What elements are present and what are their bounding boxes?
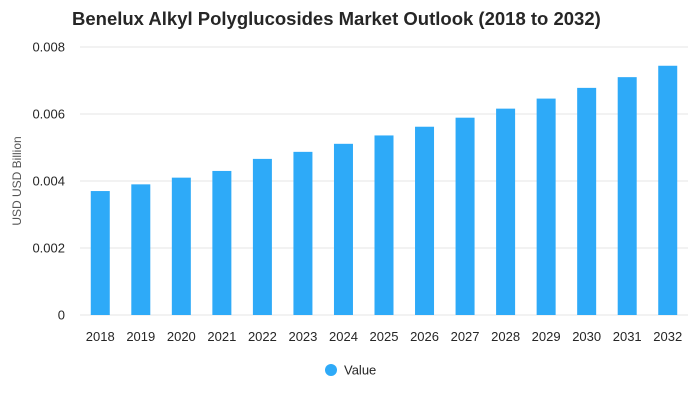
y-tick-label: 0.004: [32, 174, 65, 189]
bar-2022[interactable]: [252, 158, 272, 315]
bar-2018[interactable]: [90, 191, 110, 315]
x-tick-label: 2029: [532, 329, 561, 344]
legend-label-value[interactable]: Value: [344, 363, 376, 378]
bar-2021[interactable]: [212, 170, 232, 315]
x-tick-label: 2030: [572, 329, 601, 344]
bar-2028[interactable]: [496, 108, 516, 315]
y-tick-label: 0.008: [32, 40, 65, 55]
x-axis-ticks: 2018 2019 2020 2021 2022 2023 2024 2025 2026 2027…: [86, 329, 682, 344]
bar-2020[interactable]: [171, 177, 191, 315]
bar-2029[interactable]: [536, 98, 556, 315]
x-tick-label: 2025: [370, 329, 399, 344]
bar-2030[interactable]: [577, 87, 597, 316]
bar-2025[interactable]: [374, 135, 394, 315]
bar-2027[interactable]: [455, 117, 475, 315]
legend-marker-value[interactable]: [325, 364, 337, 376]
y-tick-label: 0: [58, 308, 65, 323]
chart-title: Benelux Alkyl Polyglucosides Market Outl…: [72, 8, 601, 29]
x-tick-label: 2021: [207, 329, 236, 344]
bar-2026[interactable]: [415, 126, 435, 315]
x-tick-label: 2027: [451, 329, 480, 344]
bar-2019[interactable]: [131, 184, 151, 315]
y-tick-label: 0.002: [32, 241, 65, 256]
x-tick-label: 2022: [248, 329, 277, 344]
x-tick-label: 2028: [491, 329, 520, 344]
x-tick-label: 2018: [86, 329, 115, 344]
x-tick-label: 2023: [288, 329, 317, 344]
y-tick-label: 0.006: [32, 107, 65, 122]
x-tick-label: 2026: [410, 329, 439, 344]
x-tick-label: 2024: [329, 329, 358, 344]
bar-2031[interactable]: [617, 77, 637, 316]
bar-2024[interactable]: [333, 143, 353, 315]
bars: [90, 65, 678, 316]
x-tick-label: 2032: [653, 329, 682, 344]
x-tick-label: 2031: [613, 329, 642, 344]
x-tick-label: 2019: [126, 329, 155, 344]
y-axis-label: USD USD Billion: [10, 136, 24, 225]
y-axis-ticks: 0 0.002 0.004 0.006 0.008: [32, 40, 65, 323]
bar-2023[interactable]: [293, 151, 313, 315]
bar-2032[interactable]: [658, 65, 678, 315]
legend[interactable]: Value: [325, 363, 376, 378]
x-tick-label: 2020: [167, 329, 196, 344]
